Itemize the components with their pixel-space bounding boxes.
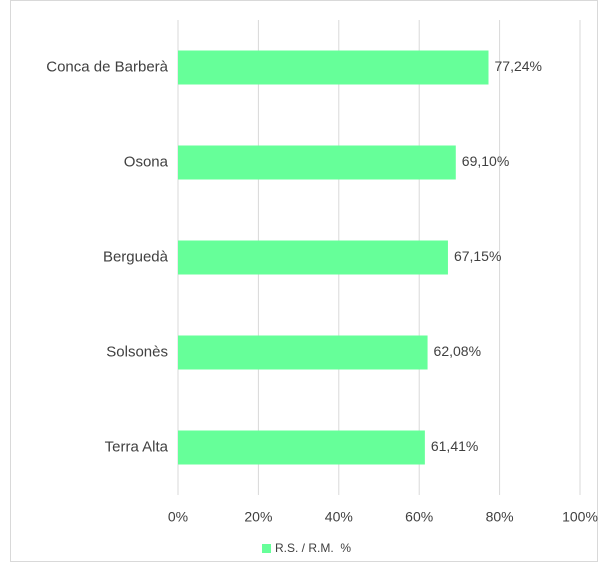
x-tick-label: 80% [486,509,514,525]
bar [178,240,448,275]
data-label: 61,41% [431,438,478,454]
legend-label: R.S. / R.M. % [275,541,351,555]
y-tick-label: Berguedà [103,248,169,265]
x-tick-label: 0% [168,509,188,525]
y-tick-label: Terra Alta [105,438,169,455]
bar [178,335,428,370]
y-tick-label: Conca de Barberà [46,58,168,75]
x-tick-label: 40% [325,509,353,525]
bar [178,145,456,180]
bar [178,50,489,85]
y-tick-label: Solsonès [106,343,168,360]
x-tick-label: 60% [405,509,433,525]
legend-swatch [262,544,271,553]
x-tick-label: 100% [562,509,598,525]
x-tick-label: 20% [244,509,272,525]
data-label: 67,15% [454,248,501,264]
y-tick-label: Osona [124,153,169,170]
data-label: 77,24% [495,58,542,74]
data-label: 62,08% [434,343,481,359]
chart-border [10,0,598,562]
data-label: 69,10% [462,153,509,169]
bar [178,430,425,465]
